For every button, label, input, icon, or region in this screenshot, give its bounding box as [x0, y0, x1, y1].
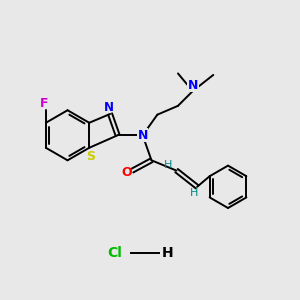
Text: O: O: [122, 166, 132, 178]
Text: N: N: [103, 101, 114, 114]
Text: H: H: [162, 246, 173, 260]
Text: N: N: [188, 79, 198, 92]
Text: F: F: [40, 97, 49, 110]
Text: H: H: [164, 160, 172, 170]
Text: H: H: [190, 188, 198, 198]
Text: N: N: [137, 129, 148, 142]
Text: Cl: Cl: [107, 246, 122, 260]
Text: S: S: [86, 149, 95, 163]
